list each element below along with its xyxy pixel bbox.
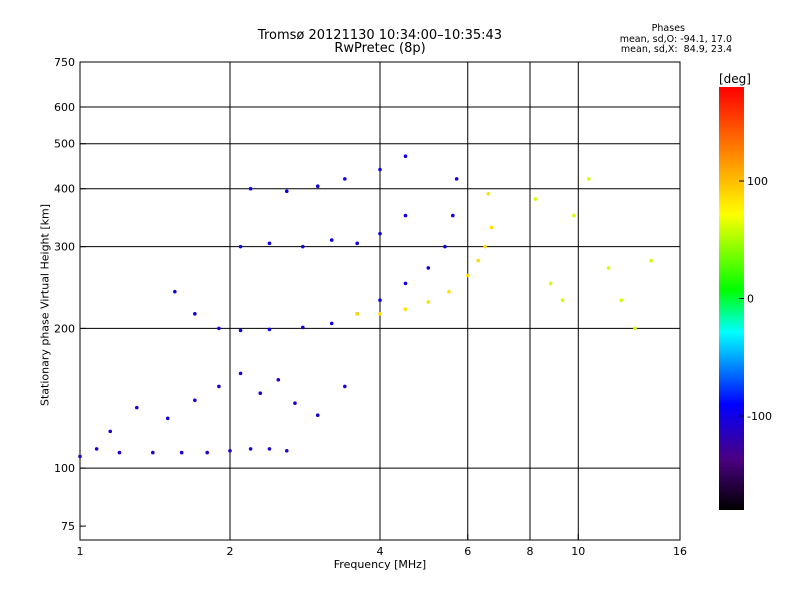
x-tick-label: 16: [673, 545, 687, 558]
echo-point: [134, 405, 139, 410]
echo-point: [193, 398, 197, 403]
echo-point: [606, 266, 611, 270]
echo-point: [403, 154, 408, 158]
echo-point: [560, 298, 565, 303]
echo-point: [228, 448, 232, 453]
colorbar-tick-label: 100: [747, 175, 768, 188]
echo-point: [193, 312, 197, 316]
echo-point: [238, 328, 243, 333]
y-tick-label: 300: [54, 241, 75, 254]
x-tick-label: 1: [77, 545, 84, 558]
echo-point: [205, 450, 209, 455]
echo-point: [165, 416, 170, 421]
echo-point: [329, 238, 334, 242]
y-tick-label: 75: [61, 520, 75, 533]
echo-point: [443, 244, 447, 249]
x-tick-label: 10: [571, 545, 585, 558]
echo-point: [649, 258, 653, 263]
echo-point: [248, 447, 253, 451]
echo-point: [343, 177, 347, 181]
echo-point: [301, 325, 305, 330]
echo-point: [329, 321, 334, 326]
y-axis-label: Stationary phase Virtual Height [km]: [38, 203, 52, 407]
echo-point: [173, 289, 177, 294]
phase-stats-heading: Phases: [651, 23, 685, 34]
chart-title: Tromsø 20121130 10:34:00–10:35:43: [257, 28, 503, 43]
echo-point: [117, 450, 122, 455]
echo-point: [403, 213, 408, 218]
y-tick-label: 600: [54, 101, 75, 114]
echo-point: [533, 197, 538, 201]
echo-point: [465, 273, 470, 278]
echo-point: [179, 450, 184, 455]
echo-point: [426, 300, 431, 304]
echo-point: [267, 327, 272, 332]
chart-subtitle: RwPretec (8p): [334, 41, 426, 56]
echo-point: [454, 177, 459, 181]
echo-point: [258, 391, 263, 396]
echo-point: [217, 326, 221, 331]
echo-point: [476, 258, 481, 263]
echo-point: [403, 281, 408, 286]
x-axis-label: Frequency [MHz]: [333, 558, 427, 571]
echo-point: [378, 298, 382, 303]
echo-point: [108, 429, 113, 434]
echo-point: [151, 450, 155, 455]
echo-point: [587, 177, 591, 181]
y-tick-label: 400: [54, 183, 75, 196]
echo-point: [217, 384, 221, 389]
echo-point: [486, 192, 491, 196]
echo-point: [633, 326, 637, 331]
y-tick-label: 100: [54, 462, 75, 475]
echo-point: [276, 377, 281, 382]
colorbar-label: [deg]: [719, 72, 751, 86]
echo-point: [238, 371, 243, 376]
colorbar-tick-label: -100: [747, 410, 772, 423]
echo-point: [78, 454, 82, 459]
echo-point: [284, 448, 289, 453]
echo-point: [267, 241, 272, 246]
y-tick-label: 750: [54, 56, 75, 69]
echo-point: [489, 225, 494, 230]
echo-point: [315, 184, 320, 188]
phase-stats-o: mean, sd,O: -94.1, 17.0: [619, 34, 732, 45]
x-tick-label: 8: [527, 545, 534, 558]
x-tick-label: 2: [227, 545, 234, 558]
echo-point: [301, 244, 305, 249]
echo-point: [378, 312, 382, 316]
echo-point: [248, 186, 253, 191]
echo-point: [293, 401, 297, 405]
echo-point: [315, 413, 320, 418]
echo-point: [355, 312, 359, 316]
echo-point: [451, 213, 455, 218]
x-tick-label: 4: [377, 545, 384, 558]
echo-point: [284, 189, 289, 194]
phase-stats-x: mean, sd,X: 84.9, 23.4: [620, 44, 732, 55]
echo-point: [355, 241, 359, 246]
echo-point: [378, 167, 382, 172]
echo-point: [572, 213, 576, 218]
y-tick-label: 200: [54, 322, 75, 335]
echo-point: [548, 281, 553, 286]
echo-point: [343, 384, 347, 389]
echo-point: [619, 298, 624, 303]
echo-point: [238, 244, 243, 249]
colorbar-tick-label: 0: [747, 293, 754, 306]
echo-point: [267, 447, 272, 451]
echo-point: [483, 244, 487, 249]
echo-point: [378, 231, 382, 236]
echo-point: [426, 266, 431, 270]
echo-point: [403, 307, 408, 311]
echo-point: [447, 289, 451, 294]
x-tick-label: 6: [464, 545, 471, 558]
echo-point: [94, 447, 99, 451]
y-tick-label: 500: [54, 138, 75, 151]
